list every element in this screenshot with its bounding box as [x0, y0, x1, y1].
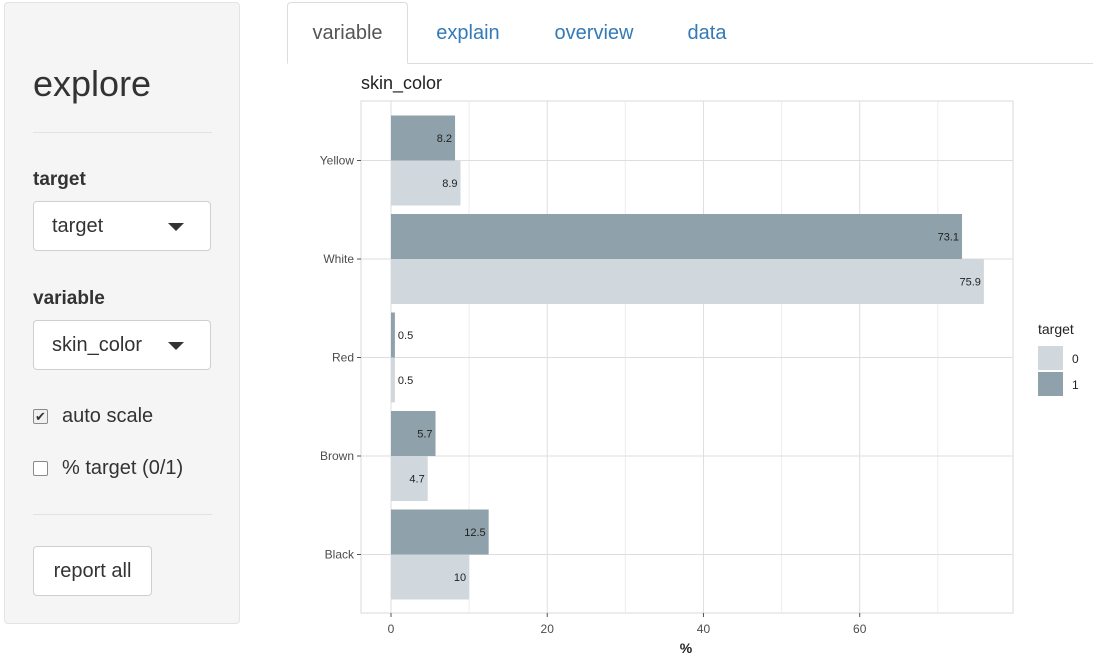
- bar-target-1-yellow: [391, 115, 456, 161]
- y-tick-label-brown: Brown: [320, 449, 354, 463]
- data-label-target-1: 73.1: [938, 232, 959, 244]
- x-tick-label: 20: [541, 622, 555, 636]
- auto-scale-checkbox[interactable]: ✔: [33, 408, 48, 424]
- sidebar-panel: explore target target variable skin_colo…: [4, 2, 240, 624]
- target-select-value: target: [52, 215, 104, 237]
- legend-label-1: 1: [1072, 378, 1079, 392]
- report-all-button[interactable]: report all: [33, 546, 152, 596]
- data-label-target-0: 0.5: [398, 375, 413, 387]
- y-tick-label-yellow: Yellow: [320, 154, 355, 168]
- app-title: explore: [33, 63, 152, 104]
- variable-select-value: skin_color: [52, 334, 143, 356]
- tab-overview[interactable]: overview: [554, 21, 634, 44]
- bar-target-1-brown: [391, 411, 436, 456]
- x-tick-label: 40: [697, 622, 711, 636]
- pct-target-checkbox[interactable]: [33, 460, 48, 476]
- legend-swatch-1: [1038, 372, 1063, 396]
- bar-target-0-black: [391, 554, 470, 600]
- auto-scale-checkbox-row[interactable]: ✔ auto scale: [33, 404, 153, 428]
- data-label-target-0: 10: [454, 572, 466, 584]
- data-label-target-0: 8.9: [442, 178, 457, 190]
- variable-select[interactable]: skin_color: [33, 320, 211, 370]
- tab-data[interactable]: data: [687, 21, 727, 44]
- target-label: target: [33, 169, 86, 190]
- chevron-down-icon: [168, 342, 184, 350]
- data-label-target-0: 4.7: [409, 474, 424, 486]
- skin-color-bar-chart: skin_color 0 20 40 60 Yellow 8.2 8.9 White 73.1 75…: [320, 73, 1079, 656]
- tab-explain[interactable]: explain: [436, 21, 500, 44]
- chevron-down-icon: [168, 223, 184, 231]
- bar-target-0-red: [391, 357, 395, 403]
- target-select[interactable]: target: [33, 201, 211, 251]
- data-label-target-1: 12.5: [464, 527, 485, 539]
- x-tick-label: 0: [388, 622, 395, 636]
- bar-target-1-white: [391, 214, 963, 259]
- x-tick-label: 60: [853, 622, 867, 636]
- pct-target-checkbox-row[interactable]: % target (0/1): [33, 456, 183, 480]
- x-axis-label: %: [680, 640, 693, 656]
- chart-title: skin_color: [361, 73, 442, 94]
- auto-scale-label: auto scale: [62, 404, 154, 427]
- y-tick-label-white: White: [323, 252, 354, 266]
- data-label-target-1: 8.2: [437, 133, 452, 145]
- y-tick-label-red: Red: [332, 351, 354, 365]
- variable-label: variable: [33, 288, 105, 309]
- bar-target-0-white: [391, 259, 984, 304]
- data-label-target-1: 0.5: [398, 330, 413, 342]
- data-label-target-0: 75.9: [959, 277, 980, 289]
- bar-target-0-yellow: [391, 160, 461, 206]
- pct-target-label: % target (0/1): [62, 456, 184, 479]
- sidebar-divider: [33, 132, 212, 133]
- bar-target-0-brown: [391, 456, 428, 501]
- sidebar-divider: [33, 514, 212, 515]
- data-label-target-1: 5.7: [417, 429, 432, 441]
- bar-target-1-black: [391, 509, 489, 555]
- bar-target-1-red: [391, 312, 395, 358]
- tabs-baseline: [287, 63, 1093, 64]
- legend-label-0: 0: [1072, 352, 1079, 366]
- legend-swatch-0: [1038, 346, 1063, 370]
- y-tick-label-black: Black: [325, 548, 355, 562]
- tab-variable[interactable]: variable: [287, 2, 408, 64]
- legend-title: target: [1038, 321, 1074, 337]
